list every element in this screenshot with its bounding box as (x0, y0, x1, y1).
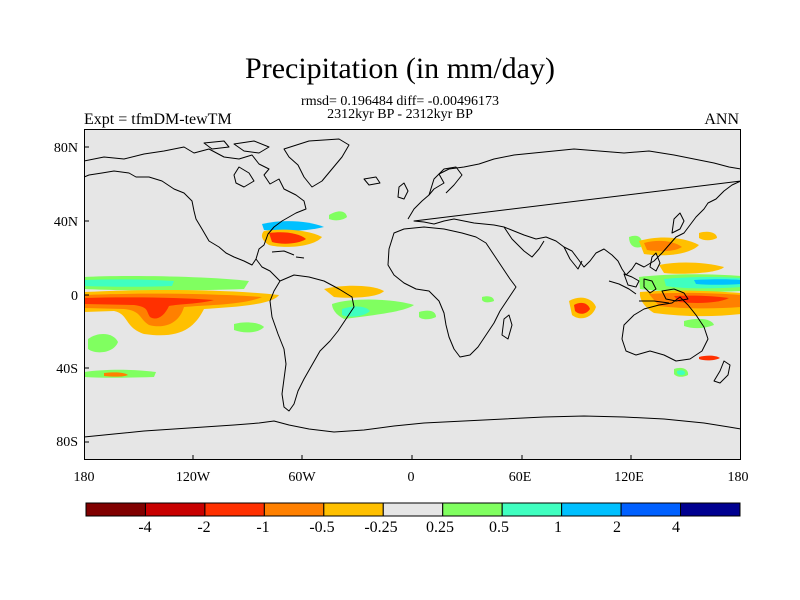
anomaly-patch (574, 302, 590, 314)
colorbar-label: 0.5 (489, 519, 509, 536)
colorbar-swatch (323, 502, 384, 517)
lon-label: 0 (407, 470, 415, 485)
anomaly-patch (644, 240, 682, 252)
lon-label: 180 (727, 470, 749, 485)
anomaly-patch (104, 372, 128, 377)
precipitation-map (84, 129, 741, 460)
coastline-arabia-india (503, 226, 583, 270)
anomaly-patch (694, 279, 741, 285)
coastline-japan (671, 212, 685, 234)
lat-label: 40N (53, 215, 78, 230)
colorbar-swatch (442, 502, 503, 517)
season-label: ANN (704, 111, 739, 128)
lat-label: 40S (56, 362, 78, 377)
coastline-uk (397, 182, 409, 200)
colorbar-swatch (144, 502, 206, 517)
period-subtitle: 2312kyr BP - 2312kyr BP (327, 107, 473, 122)
coastline-new-zealand (713, 360, 731, 384)
lon-label: 60E (508, 470, 532, 485)
colorbar-label: -0.5 (309, 519, 335, 536)
coastline-madagascar (501, 314, 513, 340)
coastline-scandinavia (428, 166, 463, 196)
lat-label: 80S (56, 435, 78, 450)
colorbar-swatch (382, 502, 444, 517)
coastline-central-america (255, 258, 281, 282)
coastlines (84, 138, 741, 438)
coastline-greenland (283, 138, 350, 188)
anomaly-patch (629, 235, 642, 248)
map-ticks (84, 146, 632, 460)
coastline-caribbean (271, 250, 305, 259)
colorbar-label: 0.25 (426, 519, 454, 536)
coastline-africa (387, 226, 517, 358)
anomaly-patch (674, 295, 729, 303)
coastline-iceland (363, 176, 381, 186)
anomaly-patch (699, 355, 720, 361)
colorbar-swatch (680, 502, 741, 517)
coastline-philippines (649, 252, 661, 272)
anomaly-patch (88, 333, 118, 353)
chart-title: Precipitation (in mm/day) (245, 52, 555, 85)
stats-subtitle: rmsd= 0.196484 diff= -0.00496173 (301, 94, 499, 109)
coastline-maritime (608, 273, 689, 304)
colorbar-swatch (85, 502, 146, 517)
colorbar-label: 4 (672, 519, 680, 536)
anomaly-patch (699, 231, 717, 241)
anomaly-patch (482, 296, 494, 303)
experiment-label: Expt = tfmDM-tewTM (84, 111, 232, 128)
lon-label: 120E (614, 470, 644, 485)
anomaly-patch (84, 279, 174, 287)
colorbar-swatch (620, 502, 682, 517)
anomaly-patch (659, 262, 724, 274)
coastline-arctic-islands (203, 140, 270, 154)
anomaly-patches (84, 211, 741, 378)
lon-label: 120W (175, 470, 211, 485)
lon-label: 180 (73, 470, 95, 485)
colorbar-label: -1 (256, 519, 270, 536)
colorbar-swatch (561, 502, 622, 517)
lat-label: 0 (71, 289, 78, 304)
colorbar-swatch (263, 502, 325, 517)
colorbar-label: -0.25 (364, 519, 398, 536)
colorbar-label: -2 (197, 519, 211, 536)
anomaly-patch (677, 370, 686, 376)
anomaly-patch (262, 221, 324, 231)
anomaly-patch (269, 232, 306, 244)
colorbar-swatch (501, 502, 563, 517)
coastline-south-america (269, 274, 355, 412)
colorbar-label: 1 (554, 519, 562, 536)
anomaly-patch (684, 318, 714, 329)
coastline-australia (621, 296, 709, 362)
anomaly-patch (329, 211, 347, 221)
lon-label: 60W (288, 470, 316, 485)
colorbar-label: -4 (138, 519, 152, 536)
anomaly-patch (419, 310, 436, 320)
coastline-antarctica (84, 415, 741, 438)
anomaly-patch (84, 297, 214, 319)
coastline-hudson-bay (233, 166, 255, 188)
colorbar-swatch (204, 502, 265, 517)
coastline-eurasia (407, 148, 741, 276)
anomaly-patch (234, 322, 264, 333)
coastline-north-america (84, 146, 307, 266)
colorbar-label: 2 (613, 519, 621, 536)
lat-label: 80N (53, 141, 78, 156)
